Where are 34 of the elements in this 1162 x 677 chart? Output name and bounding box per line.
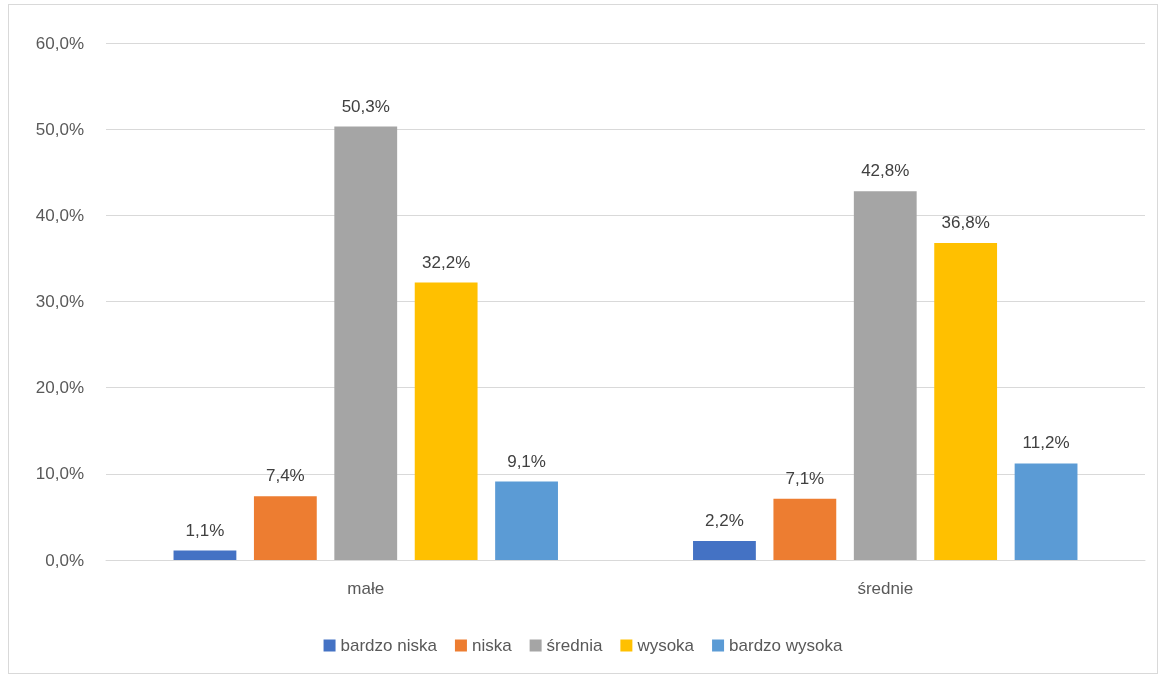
bar [934, 242, 998, 560]
bar [253, 496, 317, 560]
x-tick-label: małe [347, 579, 385, 598]
data-label: 50,3% [341, 96, 390, 116]
y-tick-label: 60,0% [35, 33, 84, 53]
data-label: 1,1% [185, 520, 225, 540]
y-tick-label: 30,0% [35, 292, 84, 311]
x-tick-label: średnie [857, 579, 914, 598]
y-tick-label: 10,0% [35, 464, 84, 484]
y-tick-label: 50,0% [35, 119, 84, 139]
data-label: 7,4% [265, 466, 305, 486]
bar [773, 498, 837, 560]
data-label: 36,8% [941, 212, 990, 232]
legend-label: bardzo niska [340, 636, 438, 655]
data-label: 42,8% [861, 161, 910, 181]
legend-label: średnia [546, 636, 603, 655]
data-label: 11,2% [1022, 433, 1070, 453]
data-label: 9,1% [507, 451, 546, 471]
y-tick-label: 0,0% [45, 550, 84, 570]
legend-label: wysoka [636, 636, 695, 655]
bar [1014, 463, 1078, 560]
bar [173, 550, 237, 560]
legend-label: bardzo wysoka [729, 636, 843, 655]
bar [334, 126, 398, 560]
data-label: 7,1% [785, 468, 825, 488]
data-label: 2,2% [705, 511, 744, 531]
y-tick-label: 40,0% [35, 205, 84, 225]
bar [495, 481, 558, 560]
legend-label: niska [471, 636, 513, 655]
y-tick-label: 20,0% [35, 378, 84, 398]
bar [853, 191, 917, 560]
data-label: 32,2% [422, 252, 471, 272]
bar [414, 282, 478, 560]
bar [693, 541, 756, 560]
